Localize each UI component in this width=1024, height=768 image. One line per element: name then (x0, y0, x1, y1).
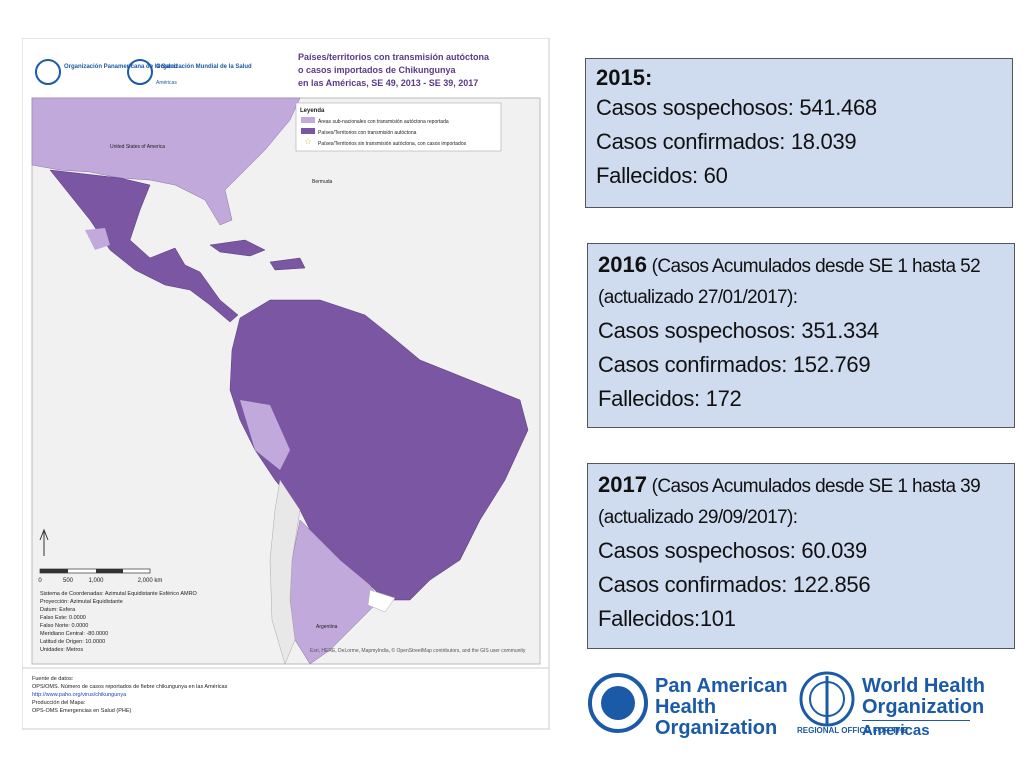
source-line: http://www.paho.org/virus/chikungunya (32, 692, 127, 698)
box-line: Casos sospechosos: 60.039 (598, 538, 867, 563)
scale-label: 1,000 (88, 578, 104, 584)
paho-logo (588, 673, 648, 733)
legend-swatch (301, 128, 315, 134)
who-name-line: Organization (862, 696, 985, 718)
who-rule (862, 720, 970, 721)
projection-line: Falso Norte: 0.0000 (40, 623, 88, 629)
paho-ring (588, 673, 648, 733)
box-line: Casos confirmados: 122.856 (598, 572, 871, 597)
source-line: Producción del Mapa: (32, 700, 86, 706)
paho-name-line: Pan American (655, 675, 788, 697)
box-2017: 2017 (Casos Acumulados desde SE 1 hasta … (587, 463, 1015, 649)
box-2015: 2015: Casos sospechosos: 541.468 Casos c… (585, 58, 1013, 208)
legend-box (295, 102, 502, 152)
paho-globe (601, 686, 635, 720)
box-2016: 2016 (Casos Acumulados desde SE 1 hasta … (587, 243, 1015, 428)
paho-name-line: Organization (655, 717, 778, 739)
map-title: o casos importados de Chikungunya (298, 65, 457, 75)
box-line: Casos confirmados: 18.039 (596, 129, 857, 154)
box-line: Casos sospechosos: 541.468 (596, 95, 877, 120)
legend-star: ☆ (304, 137, 311, 146)
scale-label: 2,000 km (138, 578, 163, 584)
scale-label: 500 (63, 578, 74, 584)
paho-name: Pan American Health Organization (655, 676, 788, 739)
org-name: Organización Mundial de la Salud (156, 64, 252, 70)
box-heading: 2016 (598, 252, 647, 277)
map-title: en las Américas, SE 49, 2013 - SE 39, 20… (298, 78, 478, 88)
north-america (31, 97, 301, 226)
source-line: OPS/OMS. Número de casos reportados de f… (32, 684, 228, 690)
map-attribution: Esri, HERE, DeLorme, MapmyIndia, © OpenS… (310, 647, 526, 654)
map-figure: ☆ Organización Panamericana de la SaludO… (22, 38, 550, 730)
box-note: (Casos Acumulados desde SE 1 hasta 52 (a… (598, 256, 981, 308)
source-line: OPS-OMS Emergencias en Salud (PHE) (32, 708, 132, 714)
box-heading: 2017 (598, 472, 647, 497)
mexico-central-america (49, 169, 239, 323)
projection-line: Meridiano Central: -80.0000 (40, 631, 108, 637)
box-line: Casos sospechosos: 351.334 (598, 318, 879, 343)
map-title: Países/territorios con transmisión autóc… (298, 52, 490, 62)
source-line: Fuente de datos: (32, 676, 74, 682)
uruguay (367, 589, 396, 613)
projection-line: Sistema de Coordenadas: Azimutal Equidis… (40, 591, 198, 597)
box-note: (Casos Acumulados desde SE 1 hasta 39 (a… (598, 476, 981, 528)
box-line: Fallecidos: 60 (596, 163, 728, 188)
paho-mini-logo (35, 59, 61, 85)
paho-name-line: Health (655, 696, 717, 718)
org-sub: Américas (156, 80, 177, 86)
north-arrow (39, 528, 49, 556)
who-name-line: World Health (862, 675, 985, 697)
scale-bar-seg (40, 569, 68, 573)
box-line: Casos confirmados: 152.769 (598, 352, 871, 377)
legend-title: Leyenda (300, 108, 325, 114)
scale-bar-seg (96, 569, 123, 573)
projection-line: Proyección: Azimutal Equidistante (40, 599, 123, 605)
org-name: Organización Panamericana de la Salud (64, 64, 178, 70)
who-ring (799, 671, 855, 727)
caribbean (209, 239, 306, 271)
projection-line: Latitud de Origen: 10.0000 (40, 639, 105, 645)
peru-subnational (240, 400, 290, 470)
country-label: Argentina (316, 624, 338, 630)
box-line: Fallecidos:101 (598, 606, 736, 631)
projection-line: Falso Este: 0.0000 (40, 615, 86, 621)
mexico-subnational (85, 228, 110, 250)
projection-line: Datum: Esfera (40, 607, 76, 613)
country-label: United States of America (110, 144, 165, 150)
scale-label: 0 (38, 578, 42, 584)
projection-line: Unidades: Metros (40, 647, 83, 653)
who-sub: REGIONAL OFFICE FOR THE (797, 726, 908, 735)
who-logo (799, 671, 855, 727)
who-name: World Health Organization (862, 676, 985, 718)
who-mini-logo (127, 59, 153, 85)
box-heading: 2015: (596, 65, 653, 90)
legend-item: Países/Territorios sin transmisión autóc… (318, 141, 467, 147)
country-label: Bermuda (312, 179, 333, 185)
who-region: Americas (862, 722, 930, 739)
legend-swatch (301, 117, 315, 123)
chile (269, 479, 301, 665)
legend-item: Áreas sub-nacionales con transmisión aut… (318, 118, 449, 125)
box-line: Fallecidos: 172 (598, 386, 742, 411)
legend-item: Países/Territorios con transmisión autóc… (318, 130, 417, 136)
